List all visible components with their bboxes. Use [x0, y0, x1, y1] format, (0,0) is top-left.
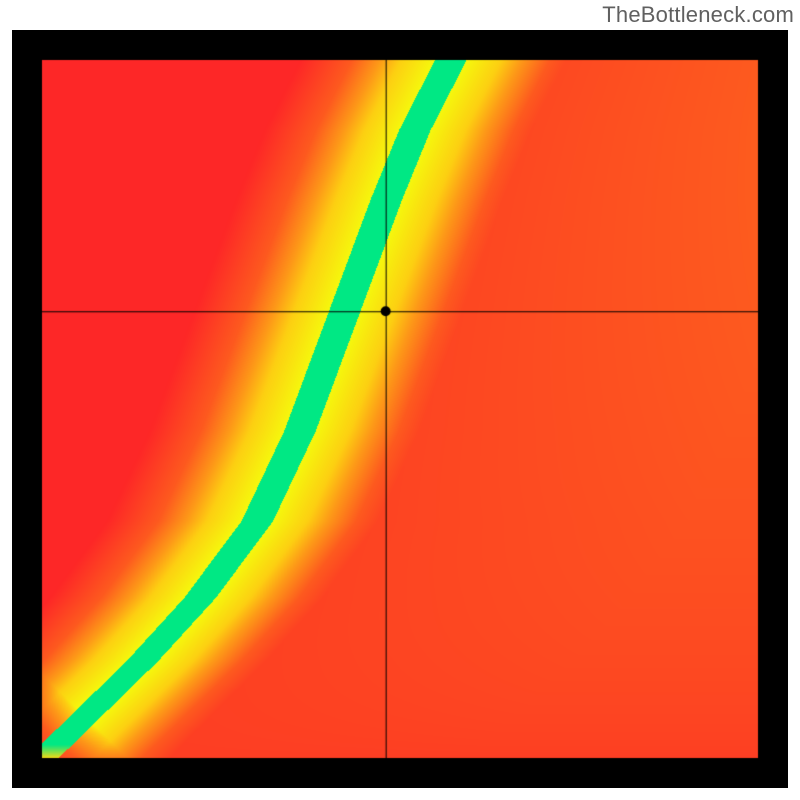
- watermark-text: TheBottleneck.com: [602, 2, 794, 28]
- image-root: TheBottleneck.com: [0, 0, 800, 800]
- heatmap-canvas: [12, 30, 788, 788]
- plot-area: [12, 30, 788, 788]
